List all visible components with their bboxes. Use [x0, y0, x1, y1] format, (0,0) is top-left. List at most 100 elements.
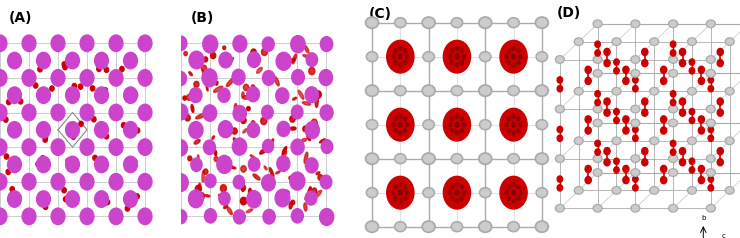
- Circle shape: [18, 99, 23, 104]
- Ellipse shape: [198, 155, 199, 159]
- Ellipse shape: [689, 138, 695, 143]
- Ellipse shape: [631, 169, 640, 176]
- Circle shape: [51, 35, 65, 51]
- Circle shape: [699, 66, 704, 73]
- Ellipse shape: [252, 60, 258, 64]
- Ellipse shape: [230, 166, 236, 169]
- Circle shape: [233, 175, 244, 189]
- Ellipse shape: [556, 56, 565, 63]
- Circle shape: [43, 134, 47, 139]
- Ellipse shape: [670, 170, 676, 175]
- Circle shape: [503, 180, 514, 193]
- Ellipse shape: [651, 188, 657, 193]
- Circle shape: [66, 156, 79, 173]
- Circle shape: [262, 175, 275, 191]
- Circle shape: [0, 104, 7, 121]
- Ellipse shape: [687, 137, 696, 145]
- Ellipse shape: [366, 221, 379, 233]
- Ellipse shape: [650, 187, 659, 194]
- Ellipse shape: [451, 154, 462, 164]
- Circle shape: [462, 123, 465, 127]
- Circle shape: [507, 49, 511, 53]
- Ellipse shape: [707, 206, 714, 211]
- Circle shape: [403, 117, 407, 121]
- Circle shape: [679, 148, 686, 155]
- Circle shape: [501, 119, 511, 131]
- Circle shape: [289, 176, 292, 180]
- Ellipse shape: [479, 17, 492, 29]
- Ellipse shape: [537, 87, 547, 95]
- Circle shape: [517, 129, 520, 132]
- Circle shape: [36, 87, 50, 104]
- Ellipse shape: [314, 190, 322, 198]
- Circle shape: [135, 194, 139, 199]
- Circle shape: [64, 197, 68, 202]
- Circle shape: [7, 52, 21, 69]
- Circle shape: [41, 156, 45, 161]
- Circle shape: [262, 37, 275, 51]
- Circle shape: [109, 139, 123, 155]
- Circle shape: [514, 125, 524, 137]
- Ellipse shape: [594, 71, 601, 76]
- Ellipse shape: [537, 223, 547, 231]
- Circle shape: [388, 186, 398, 199]
- Circle shape: [217, 155, 232, 174]
- Ellipse shape: [227, 207, 232, 215]
- Circle shape: [66, 191, 79, 207]
- Ellipse shape: [480, 188, 491, 198]
- Ellipse shape: [632, 107, 639, 112]
- Ellipse shape: [707, 170, 714, 175]
- Circle shape: [173, 174, 188, 191]
- Ellipse shape: [368, 189, 376, 196]
- Circle shape: [51, 104, 65, 121]
- Circle shape: [516, 119, 526, 131]
- Circle shape: [120, 66, 124, 72]
- Circle shape: [443, 108, 471, 141]
- Ellipse shape: [631, 20, 640, 28]
- Circle shape: [511, 122, 516, 127]
- Ellipse shape: [725, 187, 734, 194]
- Circle shape: [394, 185, 397, 189]
- Ellipse shape: [594, 107, 601, 112]
- Circle shape: [699, 116, 704, 123]
- Circle shape: [460, 60, 463, 64]
- Ellipse shape: [574, 137, 583, 145]
- Circle shape: [699, 127, 704, 134]
- Ellipse shape: [687, 88, 696, 95]
- Ellipse shape: [556, 206, 563, 211]
- Circle shape: [516, 50, 526, 63]
- Circle shape: [204, 57, 208, 62]
- Circle shape: [403, 186, 413, 199]
- Circle shape: [62, 62, 67, 67]
- Ellipse shape: [669, 119, 678, 127]
- Ellipse shape: [367, 87, 377, 95]
- Ellipse shape: [422, 17, 435, 29]
- Circle shape: [689, 68, 695, 74]
- Circle shape: [95, 87, 109, 104]
- Circle shape: [394, 60, 397, 64]
- Ellipse shape: [594, 206, 601, 211]
- Ellipse shape: [242, 185, 244, 192]
- Ellipse shape: [689, 39, 695, 44]
- Ellipse shape: [508, 222, 519, 232]
- Circle shape: [507, 60, 511, 64]
- Ellipse shape: [538, 189, 546, 196]
- Circle shape: [661, 177, 667, 184]
- Ellipse shape: [508, 18, 519, 28]
- Circle shape: [138, 208, 152, 225]
- Ellipse shape: [425, 189, 433, 196]
- Circle shape: [387, 176, 414, 209]
- Ellipse shape: [631, 119, 640, 127]
- Ellipse shape: [707, 57, 714, 62]
- Circle shape: [303, 126, 307, 132]
- Circle shape: [109, 208, 123, 225]
- Ellipse shape: [366, 85, 379, 96]
- Circle shape: [503, 125, 514, 137]
- Circle shape: [689, 59, 695, 65]
- Circle shape: [595, 99, 600, 106]
- Ellipse shape: [303, 55, 309, 58]
- Circle shape: [292, 209, 303, 223]
- Circle shape: [507, 185, 511, 189]
- Circle shape: [387, 108, 414, 141]
- Ellipse shape: [249, 188, 252, 197]
